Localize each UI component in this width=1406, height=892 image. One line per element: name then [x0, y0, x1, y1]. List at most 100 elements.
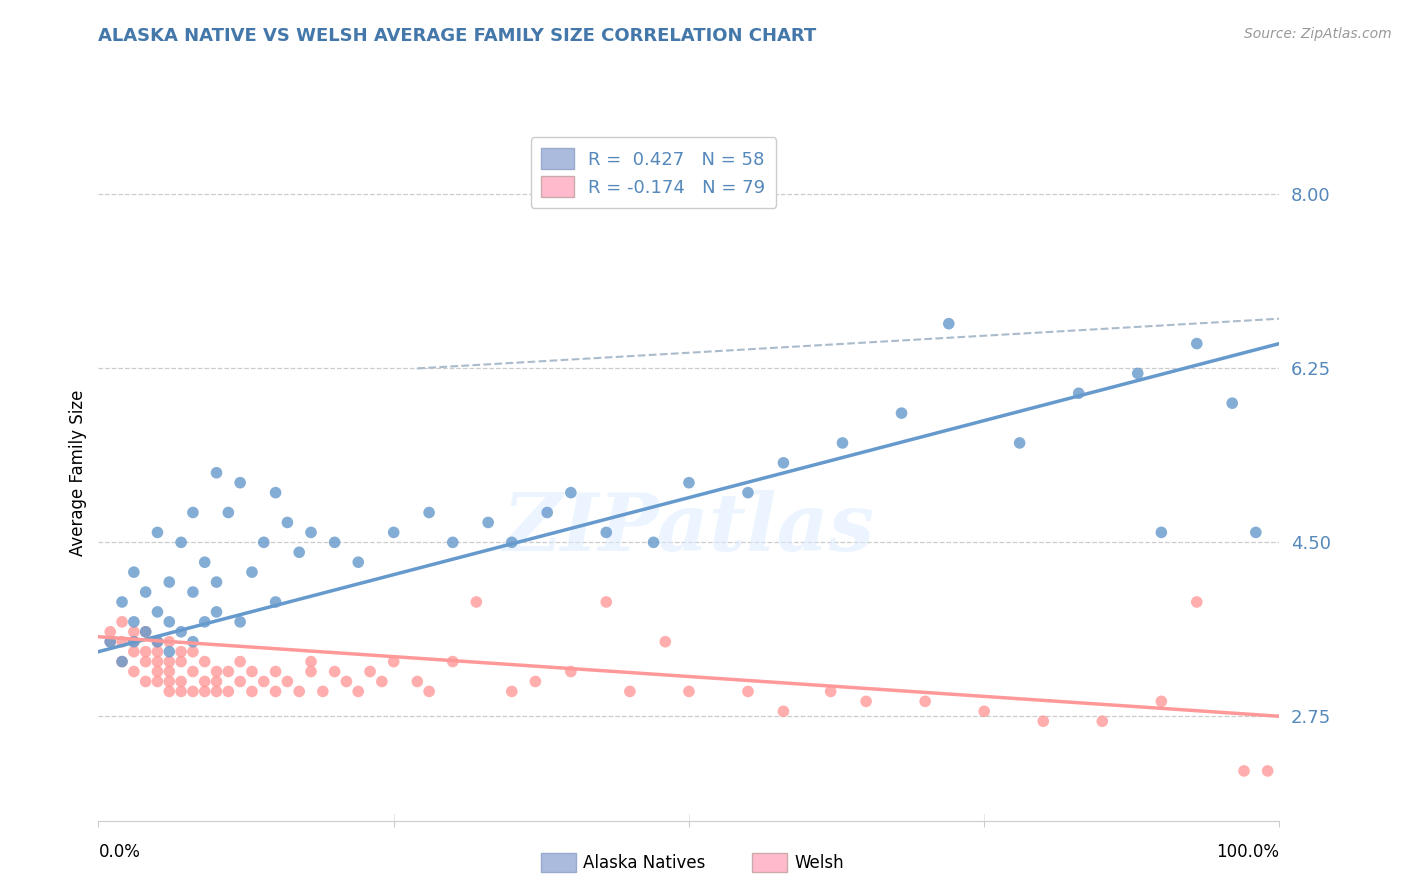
Point	[205, 665, 228, 679]
Legend: R =  0.427   N = 58, R = -0.174   N = 79: R = 0.427 N = 58, R = -0.174 N = 79	[530, 137, 776, 208]
Point	[1008, 436, 1031, 450]
Point	[170, 645, 193, 659]
Point	[465, 595, 488, 609]
Point	[1067, 386, 1090, 401]
Point	[820, 684, 842, 698]
Point	[501, 684, 523, 698]
Point	[737, 485, 759, 500]
Point	[98, 624, 121, 639]
Point	[276, 516, 298, 530]
Point	[194, 674, 217, 689]
Point	[98, 634, 121, 648]
Point	[98, 634, 121, 648]
Point	[157, 645, 180, 659]
Point	[418, 506, 440, 520]
Point	[1150, 694, 1173, 708]
Point	[146, 634, 169, 648]
Point	[299, 655, 322, 669]
Point	[194, 655, 217, 669]
Point	[240, 665, 263, 679]
Point	[312, 684, 335, 698]
Text: Source: ZipAtlas.com: Source: ZipAtlas.com	[1244, 27, 1392, 41]
Point	[890, 406, 912, 420]
Point	[194, 684, 217, 698]
Point	[831, 436, 853, 450]
Point	[181, 645, 204, 659]
Point	[1220, 396, 1243, 410]
Point	[122, 634, 145, 648]
Point	[157, 575, 180, 590]
Point	[501, 535, 523, 549]
Point	[264, 684, 287, 698]
Point	[595, 525, 617, 540]
Point	[406, 674, 429, 689]
Point	[654, 634, 676, 648]
Point	[678, 475, 700, 490]
Point	[170, 674, 193, 689]
Point	[1233, 764, 1256, 778]
Point	[205, 575, 228, 590]
Point	[299, 525, 322, 540]
Point	[157, 684, 180, 698]
Point	[217, 684, 239, 698]
Text: Alaska Natives: Alaska Natives	[583, 854, 706, 871]
Point	[217, 506, 239, 520]
Point	[323, 535, 346, 549]
Point	[146, 525, 169, 540]
Point	[135, 585, 157, 599]
Point	[560, 665, 582, 679]
Point	[418, 684, 440, 698]
Point	[347, 555, 370, 569]
Text: 100.0%: 100.0%	[1216, 843, 1279, 861]
Point	[157, 665, 180, 679]
Point	[194, 555, 217, 569]
Text: ALASKA NATIVE VS WELSH AVERAGE FAMILY SIZE CORRELATION CHART: ALASKA NATIVE VS WELSH AVERAGE FAMILY SI…	[98, 27, 817, 45]
Point	[111, 655, 134, 669]
Point	[181, 665, 204, 679]
Point	[181, 585, 204, 599]
Point	[170, 655, 193, 669]
Point	[229, 655, 252, 669]
Point	[170, 684, 193, 698]
Point	[229, 674, 252, 689]
Point	[382, 655, 405, 669]
Point	[229, 615, 252, 629]
Point	[146, 645, 169, 659]
Point	[1185, 595, 1208, 609]
Point	[240, 565, 263, 579]
Point	[217, 665, 239, 679]
Point	[170, 535, 193, 549]
Point	[477, 516, 499, 530]
Point	[855, 694, 877, 708]
Point	[371, 674, 394, 689]
Point	[111, 655, 134, 669]
Point	[323, 665, 346, 679]
Point	[111, 634, 134, 648]
Point	[146, 605, 169, 619]
Point	[157, 674, 180, 689]
Point	[619, 684, 641, 698]
Point	[264, 485, 287, 500]
Point	[737, 684, 759, 698]
Point	[359, 665, 381, 679]
Point	[122, 665, 145, 679]
Point	[146, 674, 169, 689]
Text: Welsh: Welsh	[794, 854, 844, 871]
Point	[111, 595, 134, 609]
Point	[253, 535, 276, 549]
Point	[264, 665, 287, 679]
Point	[347, 684, 370, 698]
Point	[135, 674, 157, 689]
Point	[335, 674, 357, 689]
Point	[772, 456, 794, 470]
Point	[772, 704, 794, 718]
Point	[122, 645, 145, 659]
Point	[973, 704, 995, 718]
Point	[1244, 525, 1267, 540]
Point	[122, 615, 145, 629]
Text: ZIPatlas: ZIPatlas	[503, 490, 875, 567]
Point	[122, 624, 145, 639]
Point	[122, 634, 145, 648]
Point	[146, 634, 169, 648]
Point	[1257, 764, 1279, 778]
